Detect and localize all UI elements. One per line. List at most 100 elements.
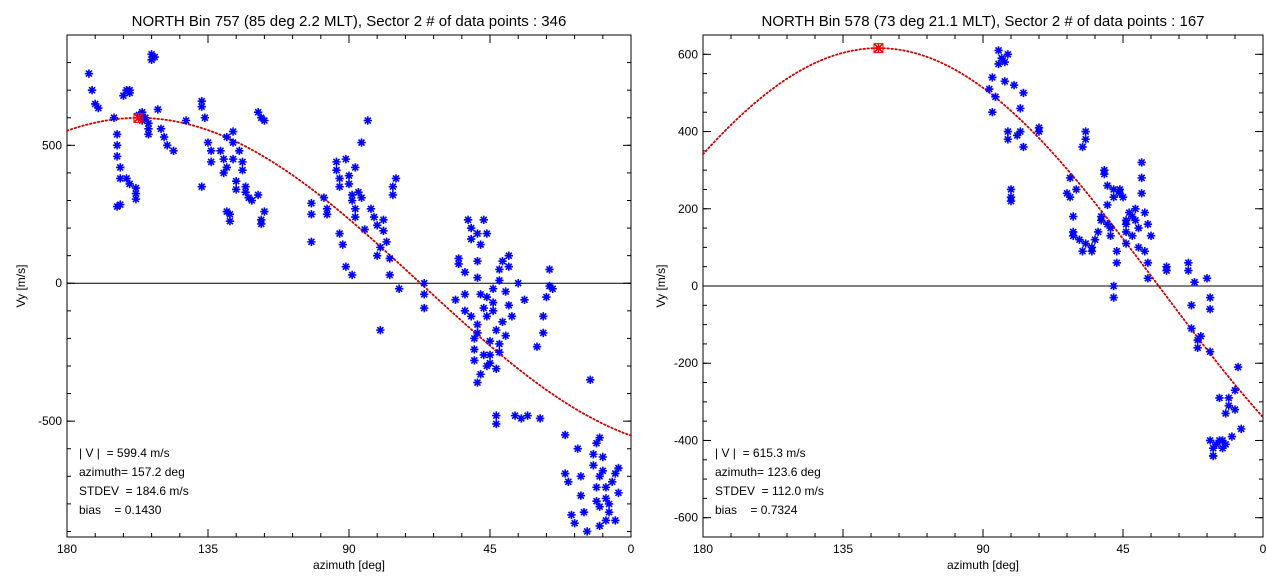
data-point [238,165,247,175]
data-point [1218,443,1227,453]
data-point [523,411,532,420]
data-point [1103,220,1112,229]
data-point [1103,200,1112,210]
data-point [322,210,332,219]
data-point [150,52,159,62]
data-point [608,477,617,487]
data-point [473,256,482,266]
data-point [1013,131,1022,140]
data-point [131,194,141,204]
data-point [1233,362,1243,372]
data-point [363,116,372,125]
data-point [1137,173,1146,183]
data-point [1003,127,1013,136]
data-point [1205,293,1215,302]
fit-curve [66,116,632,437]
data-point [94,103,103,113]
data-point [388,182,398,191]
data-point [991,92,1000,101]
data-point [1106,231,1115,240]
data-point [112,130,122,139]
data-point [1121,220,1131,229]
data-point [391,174,401,183]
info-line-4: bias = 0.1430 [79,503,162,517]
data-point [482,292,492,302]
data-point [385,254,394,263]
y-tick-label: 400 [678,125,698,139]
x-tick-label: 135 [198,542,218,556]
data-point [131,183,141,193]
data-point [1121,239,1131,248]
data-point [1137,189,1146,198]
data-point [542,292,551,302]
data-point [985,84,994,94]
data-point [1081,127,1090,136]
data-point [373,221,382,230]
data-point [539,328,548,338]
data-point [482,229,492,238]
data-point [1209,443,1218,453]
data-point [319,193,329,202]
data-point [510,411,520,420]
data-point [307,237,316,247]
data-point [1162,266,1171,275]
data-point [241,182,250,191]
data-point [394,284,404,293]
data-points [985,46,1246,461]
data-point [307,199,316,208]
data-point [235,146,244,156]
data-point [344,171,354,180]
data-point [1134,243,1143,252]
data-point [1009,81,1019,90]
data-point [338,240,347,249]
data-point [467,234,476,244]
max-marker [133,112,144,123]
data-point [576,472,586,481]
data-point [611,516,620,525]
data-point [1087,243,1097,252]
data-point [163,141,172,150]
data-point [1137,158,1146,167]
data-point [347,270,357,280]
chart-panel-2: NORTH Bin 578 (73 deg 21.1 MLT), Sector … [654,13,1266,572]
data-point [112,152,122,161]
data-point [1205,347,1215,356]
data-point [253,108,263,117]
data-point [1128,231,1137,240]
data-point [488,284,498,293]
y-tick-label: -600 [674,511,698,525]
data-point [376,325,385,335]
data-point [1140,247,1149,256]
data-point [997,53,1006,63]
y-axis-label: Vy [m/s] [14,265,28,308]
data-point [592,439,601,448]
data-point [601,494,611,503]
data-point [332,165,341,175]
data-point [561,430,570,440]
data-point [260,207,269,216]
data-point [454,259,463,269]
data-point [122,174,131,183]
data-point [144,119,153,128]
data-point [567,510,576,520]
data-point [1109,185,1118,194]
data-point [614,463,623,473]
data-point [1003,50,1013,59]
data-point [576,491,586,500]
x-axis-label: azimuth [deg] [947,558,1019,572]
data-point [589,461,598,470]
data-point [504,262,513,271]
data-point [495,265,504,274]
data-point [470,334,479,343]
chart-panel-1: NORTH Bin 757 (85 deg 2.2 MLT), Sector 2… [14,13,635,572]
data-point [485,336,495,346]
data-point [492,419,501,429]
x-tick-label: 45 [483,542,497,556]
data-point [232,185,241,194]
data-point [197,182,206,191]
data-point [1230,405,1240,414]
x-tick-label: 45 [1116,542,1130,556]
data-point [1003,135,1013,144]
data-point [347,196,357,205]
